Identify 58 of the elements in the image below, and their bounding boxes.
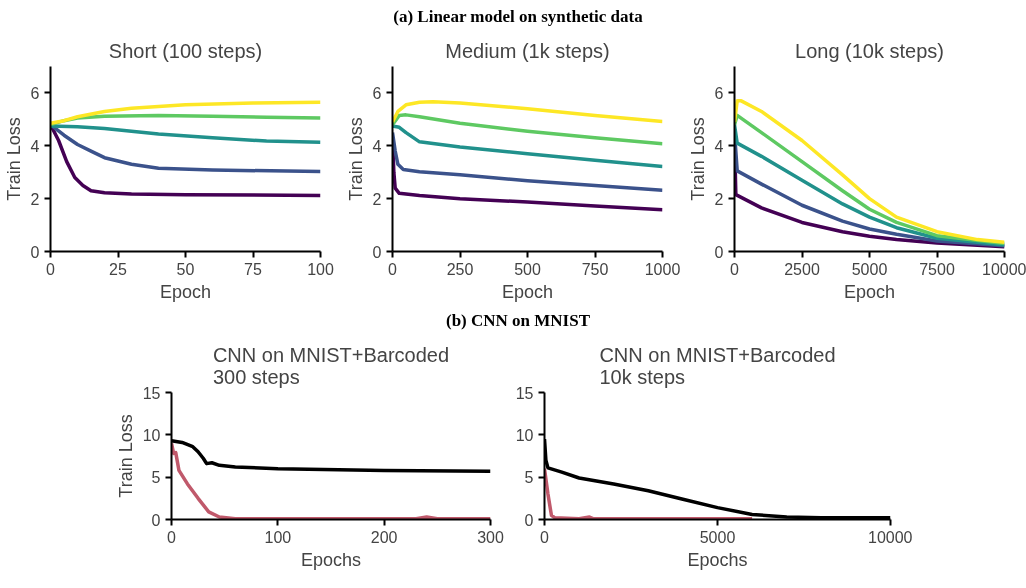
y-tick-label: 4: [30, 137, 40, 155]
x-tick-label: 50: [176, 260, 195, 278]
y-tick-label: 6: [714, 84, 724, 102]
x-axis-title: Epoch: [843, 281, 896, 302]
x-tick-label: 0: [730, 260, 740, 278]
x-tick-label: 2500: [784, 260, 820, 278]
y-tick-label: 6: [372, 84, 382, 102]
x-axis-title: Epochs: [300, 549, 362, 570]
x-tick-label: 100: [264, 528, 292, 546]
chart-title: CNN on MNIST+Barcoded 300 steps: [212, 343, 450, 388]
text: (b) CNN on MNIST: [445, 311, 591, 330]
x-tick-label: 0: [46, 260, 56, 278]
y-tick-label: 10: [142, 426, 161, 444]
y-tick-label: 10: [515, 426, 534, 444]
chart-title: Long (10k steps): [795, 39, 944, 62]
y-tick-label: 2: [714, 190, 724, 208]
x-tick-label: 75: [244, 260, 262, 278]
x-tick-label: 300: [477, 528, 504, 546]
y-tick-label: 0: [30, 243, 40, 261]
y-tick-label: 15: [515, 384, 534, 402]
x-tick-label: 10000: [982, 260, 1026, 278]
chart-title: Short (100 steps): [108, 39, 263, 62]
x-axis-title: Epochs: [687, 549, 748, 570]
y-tick-label: 0: [524, 511, 534, 529]
chart-title: Medium (1k steps): [445, 39, 610, 62]
x-tick-label: 500: [514, 260, 541, 278]
y-tick-label: 5: [151, 469, 161, 487]
x-tick-label: 750: [581, 260, 609, 278]
x-tick-label: 10000: [868, 528, 913, 546]
y-axis-title: Train Loss: [687, 117, 708, 201]
chart-title: CNN on MNIST+Barcoded 10k steps: [599, 343, 836, 388]
x-tick-label: 0: [167, 528, 177, 546]
y-axis-title: Train Loss: [3, 117, 24, 201]
y-tick-label: 2: [372, 190, 382, 208]
y-tick-label: 5: [524, 469, 534, 487]
x-tick-label: 200: [370, 528, 398, 546]
x-tick-label: 25: [109, 260, 127, 278]
y-tick-label: 0: [151, 511, 161, 529]
x-tick-label: 0: [388, 260, 398, 278]
y-tick-label: 0: [372, 243, 382, 261]
text: (a) Linear model on synthetic data: [393, 7, 643, 26]
x-tick-label: 5000: [851, 260, 888, 278]
y-tick-label: 2: [30, 190, 40, 208]
y-axis-title: Train Loss: [345, 117, 366, 201]
x-tick-label: 250: [446, 260, 474, 278]
y-tick-label: 0: [714, 243, 724, 261]
x-axis-title: Epoch: [159, 281, 212, 302]
y-tick-label: 4: [372, 137, 382, 155]
y-tick-label: 15: [142, 384, 161, 402]
y-axis-title: Train Loss: [115, 414, 136, 498]
x-tick-label: 0: [540, 528, 550, 546]
y-tick-label: 4: [714, 137, 724, 155]
x-tick-label: 100: [307, 260, 334, 278]
y-tick-label: 6: [30, 84, 40, 102]
x-tick-label: 1000: [644, 260, 681, 278]
x-axis-title: Epoch: [501, 281, 554, 302]
x-tick-label: 5000: [699, 528, 736, 546]
x-tick-label: 7500: [919, 260, 955, 278]
